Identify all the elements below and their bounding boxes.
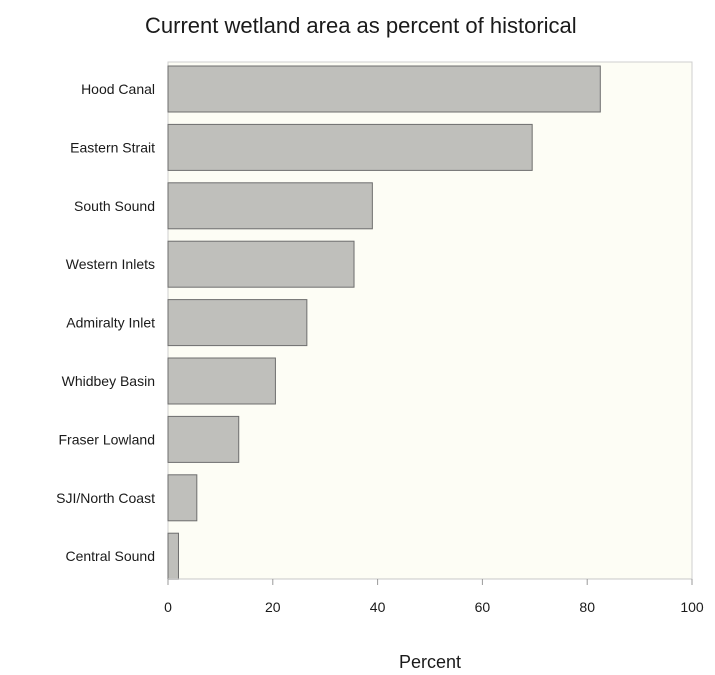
chart-title: Current wetland area as percent of histo…	[145, 13, 577, 38]
bar-central-sound	[167, 532, 179, 580]
bar-hood-canal	[167, 65, 601, 113]
x-axis-label: Percent	[399, 652, 461, 672]
category-label: Whidbey Basin	[62, 373, 155, 389]
bars-layer	[167, 65, 601, 580]
x-tick-label: 20	[265, 599, 281, 615]
x-tick-label: 80	[579, 599, 595, 615]
category-label: Fraser Lowland	[59, 431, 156, 447]
category-label: South Sound	[74, 198, 155, 214]
category-label: Central Sound	[65, 548, 155, 564]
x-tick-label: 40	[370, 599, 386, 615]
x-axis: 0 20 40 60 80 100	[164, 578, 704, 615]
category-labels: Hood Canal Eastern Strait South Sound Weste…	[56, 81, 155, 564]
bar-sji-north-coast	[167, 474, 198, 522]
category-label: Western Inlets	[66, 256, 155, 272]
category-label: Hood Canal	[81, 81, 155, 97]
bar-admiralty-inlet	[167, 299, 308, 347]
bar-fraser-lowland	[167, 415, 240, 463]
bar-whidbey-basin	[167, 357, 276, 405]
x-tick-label: 100	[680, 599, 704, 615]
category-label: Admiralty Inlet	[66, 315, 155, 331]
x-tick-label: 60	[475, 599, 491, 615]
bar-south-sound	[167, 182, 373, 230]
bar-western-inlets	[167, 240, 355, 288]
x-tick-label: 0	[164, 599, 172, 615]
category-label: Eastern Strait	[70, 139, 155, 155]
category-label: SJI/North Coast	[56, 490, 155, 506]
bar-eastern-strait	[167, 123, 533, 171]
